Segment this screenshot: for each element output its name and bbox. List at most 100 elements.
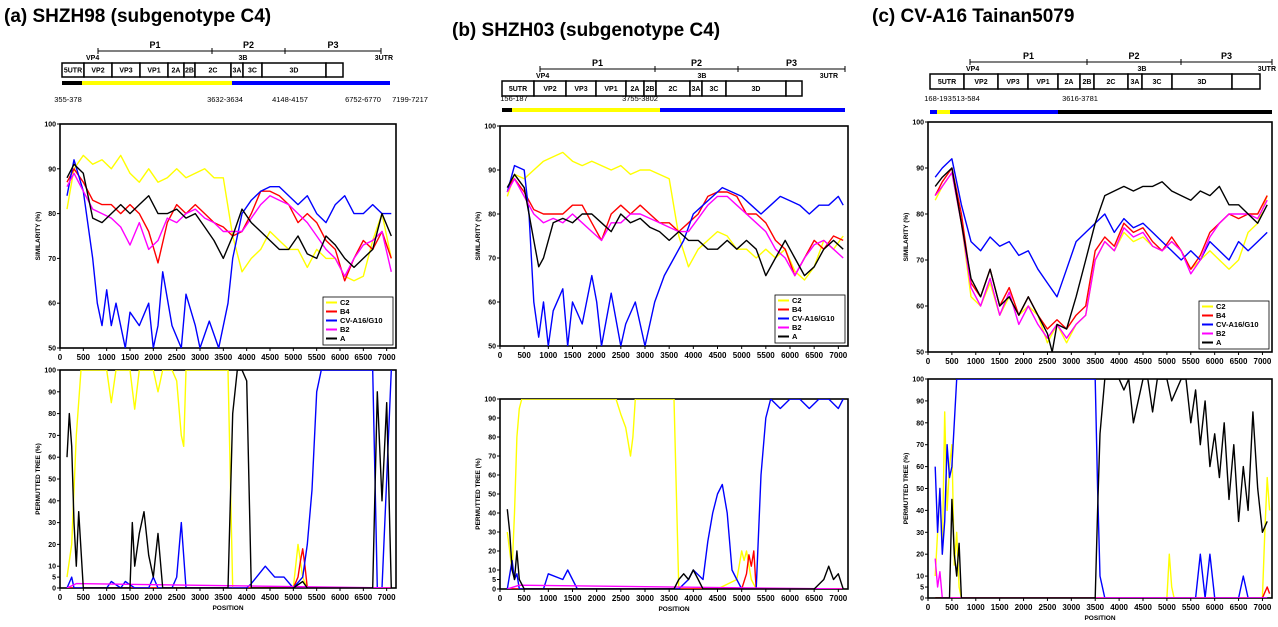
y-tick-label: 30 <box>48 520 56 527</box>
y-tick-label: 80 <box>488 212 496 219</box>
y-tick-label: 100 <box>44 368 56 375</box>
y-tick-label: 10 <box>488 568 496 575</box>
x-tick-label: 6500 <box>805 351 823 360</box>
genome-bar <box>232 81 390 85</box>
y-tick-label: 60 <box>488 300 496 307</box>
segment-label: 3D <box>290 68 299 75</box>
x-tick-label: 1000 <box>98 353 116 362</box>
x-tick-label: 1500 <box>564 594 582 603</box>
x-tick-label: 1000 <box>98 593 116 602</box>
y-tick-label: 60 <box>916 464 924 471</box>
y-tick-label: 0 <box>920 596 924 603</box>
x-tick-label: 4000 <box>238 593 256 602</box>
genome-bar <box>930 110 937 114</box>
legend-entry: B4 <box>1216 311 1226 320</box>
breakpoint-label: 156-187 <box>500 94 528 103</box>
x-tick-label: 7000 <box>829 351 847 360</box>
x-tick-label: 6500 <box>354 593 372 602</box>
series-line-b4 <box>506 178 844 277</box>
y-tick-label: 70 <box>488 256 496 263</box>
y-tick-label: 50 <box>916 350 924 357</box>
x-tick-label: 1000 <box>967 603 985 612</box>
x-tick-label: 0 <box>58 593 63 602</box>
x-tick-label: 3000 <box>191 593 209 602</box>
segment-label: VP3 <box>574 86 587 93</box>
y-tick-label: 10 <box>48 564 56 571</box>
y-tick-label: 90 <box>48 389 56 396</box>
breakpoint-label: 4148-4157 <box>272 95 308 104</box>
y-tick-label: 60 <box>916 304 924 311</box>
y-tick-label: 20 <box>488 549 496 556</box>
series-group <box>506 399 844 589</box>
panel-b: (b) SHZH03 (subgenotype C4) P1 P2 P3 5UTR VP2… <box>452 20 846 112</box>
segment-label: VP4 <box>536 73 549 80</box>
x-tick-label: 2000 <box>588 351 606 360</box>
segment-label: 5UTR <box>938 79 956 86</box>
panel-c: (c) CV-A16 Tainan5079 P1 P2 P3 5UTR VP2 VP3 VP1… <box>872 6 1276 114</box>
panel-title: (a) SHZH98 (subgenotype C4) <box>4 6 271 27</box>
breakpoint-label: 3755-3802 <box>622 94 658 103</box>
x-tick-label: 2000 <box>144 593 162 602</box>
region-label: P2 <box>1128 51 1139 61</box>
x-tick-label: 1500 <box>121 593 139 602</box>
legend-entry: CV-A16/G10 <box>1216 320 1259 329</box>
x-tick-label: 500 <box>517 594 531 603</box>
x-tick-label: 1000 <box>539 351 557 360</box>
series-group <box>506 151 844 346</box>
x-tick-label: 2000 <box>1015 603 1033 612</box>
y-tick-label: 70 <box>916 442 924 449</box>
x-tick-label: 4000 <box>1110 603 1128 612</box>
segment-label: 2B <box>185 68 194 75</box>
x-tick-label: 2500 <box>168 593 186 602</box>
series-line-cv-a16-g10 <box>66 370 392 588</box>
y-axis-label: PERMUTTED TREE (%) <box>903 453 910 525</box>
y-tick-label: 60 <box>488 473 496 480</box>
x-tick-label: 1000 <box>539 594 557 603</box>
x-tick-label: 500 <box>517 351 531 360</box>
x-tick-label: 5000 <box>1158 603 1176 612</box>
x-tick-label: 2000 <box>588 594 606 603</box>
region-label: P3 <box>327 40 338 50</box>
region-label: P2 <box>691 58 702 68</box>
breakpoint-label: 168-193 <box>924 94 952 103</box>
segment-label: VP4 <box>86 55 99 62</box>
x-tick-label: 6000 <box>781 351 799 360</box>
x-tick-label: 4500 <box>709 351 727 360</box>
region-label: P2 <box>243 40 254 50</box>
x-tick-label: 3500 <box>1086 603 1104 612</box>
plot-frame <box>59 369 397 589</box>
plot-frame <box>499 398 849 590</box>
segment-label: 2B <box>1083 79 1092 86</box>
segment-label: 3UTR <box>375 55 393 62</box>
breakpoint-label: 3616-3781 <box>1062 94 1098 103</box>
segment-label: 3A <box>1131 79 1140 86</box>
y-tick-label: 5 <box>52 575 56 582</box>
panel-title: (c) CV-A16 Tainan5079 <box>872 6 1074 27</box>
series-line-cv-a16-g10 <box>506 399 844 589</box>
x-tick-label: 4500 <box>261 593 279 602</box>
x-tick-label: 6500 <box>1230 357 1248 366</box>
y-axis-label: PERMUTTED TREE (%) <box>35 443 42 515</box>
x-tick-label: 1500 <box>121 353 139 362</box>
segment-label: VP2 <box>91 68 104 75</box>
genome-bar <box>502 108 512 112</box>
x-tick-label: 7000 <box>378 353 396 362</box>
genome-segment <box>785 80 803 97</box>
x-tick-label: 1500 <box>564 351 582 360</box>
x-tick-label: 6000 <box>1206 357 1224 366</box>
x-tick-label: 4500 <box>261 353 279 362</box>
series-line-cv-a16-g10 <box>66 159 392 348</box>
series-group <box>66 154 392 348</box>
x-tick-label: 4000 <box>684 594 702 603</box>
legend-entry: A <box>792 332 798 341</box>
x-tick-label: 1500 <box>991 357 1009 366</box>
y-tick-label: 100 <box>484 124 496 131</box>
y-tick-label: 30 <box>488 530 496 537</box>
segment-label: 2A <box>1065 79 1074 86</box>
segment-label: 3B <box>1138 66 1147 73</box>
segment-label: 2A <box>631 86 640 93</box>
